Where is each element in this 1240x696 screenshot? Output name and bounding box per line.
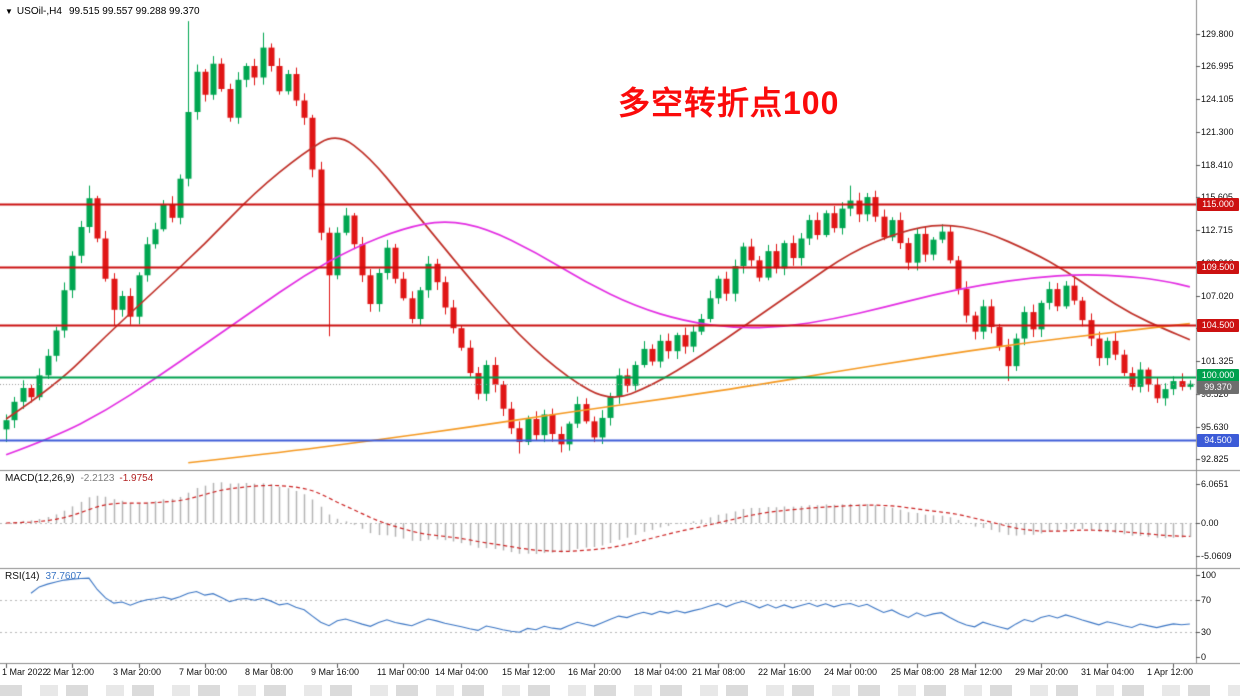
price-tick-label: 129.800 xyxy=(1201,28,1234,39)
macd-main-value: -2.2123 xyxy=(80,473,115,484)
price-tick-label: 95.630 xyxy=(1201,421,1229,432)
rsi-tick-label: 100 xyxy=(1201,570,1217,580)
time-tick-label: 21 Mar 08:00 xyxy=(692,667,746,677)
macd-indicator-label: MACD(12,26,9) -2.2123 -1.9754 xyxy=(5,473,153,484)
price-tick-label: 126.995 xyxy=(1201,61,1234,72)
time-tick-label: 29 Mar 20:00 xyxy=(1015,667,1069,677)
rsi-value: 37.7607 xyxy=(45,571,82,582)
time-tick-label: 24 Mar 00:00 xyxy=(824,667,878,677)
rsi-name: RSI(14) xyxy=(5,571,40,582)
rsi-tick-label: 0 xyxy=(1201,652,1207,662)
price-tick-label: 92.825 xyxy=(1201,454,1229,464)
price-level-label: 115.000 xyxy=(1197,198,1239,211)
macd-tick-label: 0.00 xyxy=(1201,518,1219,528)
time-tick-label: 15 Mar 12:00 xyxy=(502,667,556,677)
macd-tick-label: -5.0609 xyxy=(1201,550,1232,561)
time-tick-label: 25 Mar 08:00 xyxy=(891,667,945,677)
rsi-tick-label: 70 xyxy=(1201,594,1212,605)
time-tick-label: 31 Mar 04:00 xyxy=(1081,667,1135,677)
price-level-label: 104.500 xyxy=(1197,318,1239,332)
macd-signal-value: -1.9754 xyxy=(119,473,154,484)
price-level-label: 109.500 xyxy=(1197,261,1239,275)
ohlc-values: 99.515 99.557 99.288 99.370 xyxy=(68,6,200,17)
rsi-tick-label: 30 xyxy=(1201,627,1212,638)
time-tick-label: 3 Mar 20:00 xyxy=(113,667,162,677)
time-tick-label: 18 Mar 04:00 xyxy=(634,667,688,677)
price-tick-label: 115.605 xyxy=(1201,192,1233,202)
time-tick-label: 1 Apr 12:00 xyxy=(1147,667,1194,677)
price-tick-label: 107.020 xyxy=(1201,290,1234,301)
annotation-text[interactable]: 多空转折点100 xyxy=(618,85,840,121)
macd-name: MACD(12,26,9) xyxy=(5,473,75,484)
bid-price-label: 99.370 xyxy=(1197,380,1239,394)
price-level-label: 94.500 xyxy=(1197,433,1239,447)
time-tick-label: 16 Mar 20:00 xyxy=(568,667,622,677)
chart-title-bar: ▼ USOil-,H4 99.515 99.557 99.288 99.370 xyxy=(5,6,200,17)
time-tick-label: 8 Mar 08:00 xyxy=(245,667,294,677)
symbol-dropdown-icon[interactable]: ▼ xyxy=(5,7,13,16)
time-tick-label: 2 Mar 12:00 xyxy=(46,667,95,677)
symbol-period-label: USOil-,H4 xyxy=(16,6,62,17)
price-tick-label: 112.715 xyxy=(1201,225,1233,236)
time-tick-label: 1 Mar 2022 xyxy=(2,667,48,677)
price-tick-label: 118.410 xyxy=(1201,159,1233,170)
clipped-content-strip xyxy=(0,685,1240,696)
price-tick-label: 124.105 xyxy=(1201,94,1234,105)
time-tick-label: 28 Mar 12:00 xyxy=(949,667,1003,677)
time-tick-label: 7 Mar 00:00 xyxy=(179,667,228,677)
time-tick-label: 9 Mar 16:00 xyxy=(311,667,360,677)
time-tick-label: 14 Mar 04:00 xyxy=(435,667,489,677)
time-tick-label: 22 Mar 16:00 xyxy=(758,667,812,677)
rsi-indicator-label: RSI(14) 37.7607 xyxy=(5,571,82,582)
macd-tick-label: 6.0651 xyxy=(1201,478,1229,489)
price-tick-label: 121.300 xyxy=(1201,126,1234,137)
price-tick-label: 101.325 xyxy=(1201,356,1234,367)
time-tick-label: 11 Mar 00:00 xyxy=(377,667,430,677)
price-level-label: 100.000 xyxy=(1197,368,1239,382)
